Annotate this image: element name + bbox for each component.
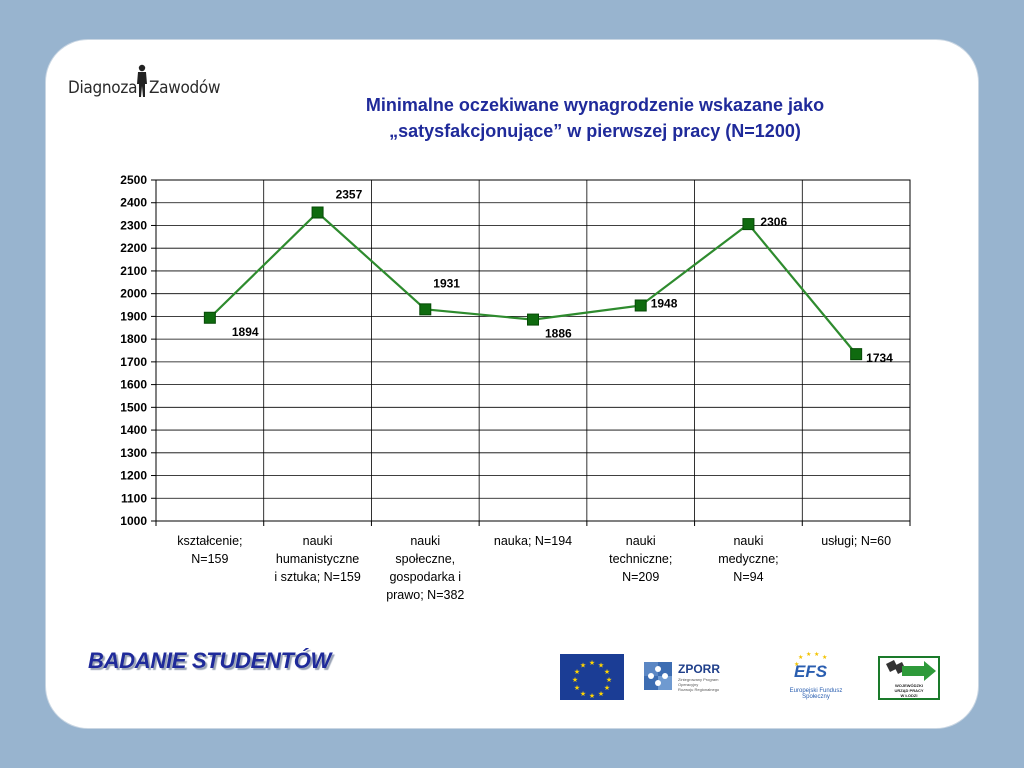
data-point-marker	[634, 299, 647, 312]
svg-text:★: ★	[589, 692, 595, 700]
arrow-icon	[886, 660, 936, 681]
zporr-sub-line-1: Zintegrowany Program	[678, 677, 719, 682]
chart-title-line-2: „satysfakcjonujące” w pierwszej pracy (N…	[389, 121, 801, 141]
chart-title-line-1: Minimalne oczekiwane wynagrodzenie wskaz…	[365, 95, 825, 115]
svg-text:★: ★	[589, 659, 595, 667]
data-point-marker	[850, 348, 863, 361]
y-tick-label: 1700	[120, 355, 147, 369]
chart-title: Minimalne oczekiwane wynagrodzenie wskaz…	[250, 92, 940, 144]
y-tick-label: 2400	[120, 196, 147, 210]
efs-logo: ★ ★ ★ ★ ★ EFS Europejski Fundusz Społeczny	[776, 650, 856, 702]
data-point-marker	[527, 313, 539, 326]
svg-text:★: ★	[598, 690, 604, 698]
eu-stars-icon: ★ ★ ★ ★ ★ ★ ★ ★ ★ ★ ★ ★	[572, 659, 612, 700]
x-axis-tick-labels: kształcenie; N=159 nauki humanistyczne i szt…	[177, 534, 891, 602]
y-tick-label: 2100	[120, 264, 147, 278]
wup-logo: WOJEWÓDZKI URZĄD PRACY W ŁODZI	[878, 656, 940, 700]
y-tick-label: 1900	[120, 309, 147, 323]
data-point-marker	[311, 206, 324, 219]
y-tick-label: 1000	[120, 514, 147, 528]
puzzle-icon	[644, 662, 672, 690]
x-tick-label: nauka; N=194	[494, 534, 572, 548]
x-tick-label: nauki medyczne; N=94	[718, 534, 778, 584]
wup-label-line-3: W ŁODZI	[900, 693, 918, 698]
y-tick-label: 1800	[120, 332, 147, 346]
svg-text:★: ★	[806, 651, 811, 658]
chart-data-labels: 1894 2357 1931 1886 1948 2306 1734	[232, 188, 893, 366]
y-axis-tick-labels: 1000 1100 1200 1300 1400 1500 1600 1700 1800 1900…	[120, 173, 147, 528]
efs-stars-icon: ★ ★ ★ ★★	[794, 651, 827, 668]
svg-text:★: ★	[580, 662, 586, 670]
wup-label-line-2: URZĄD PRACY	[894, 688, 924, 693]
zporr-sub-line-3: Rozwoju Regionalnego	[678, 687, 720, 692]
svg-text:★: ★	[794, 661, 799, 668]
svg-text:★: ★	[580, 690, 586, 698]
x-tick-label: nauki społeczne, gospodarka i prawo; N=382	[386, 534, 464, 602]
efs-label: EFS	[794, 662, 828, 681]
y-tick-label: 2000	[120, 287, 147, 301]
person-silhouette-icon	[137, 64, 147, 97]
svg-text:★: ★	[822, 654, 827, 661]
data-label: 1948	[651, 296, 678, 310]
svg-text:★: ★	[604, 668, 610, 676]
chart-gridlines	[151, 179, 911, 526]
svg-text:★: ★	[574, 684, 580, 692]
y-tick-label: 2200	[120, 241, 147, 255]
x-tick-label: nauki humanistyczne i sztuka; N=159	[274, 534, 361, 584]
svg-text:★: ★	[604, 684, 610, 692]
svg-text:★: ★	[598, 662, 604, 670]
svg-text:★: ★	[572, 676, 578, 684]
x-tick-label: nauki techniczne; N=209	[609, 534, 672, 584]
survey-label: BADANIE STUDENTÓW	[88, 648, 332, 673]
zporr-label: ZPORR	[678, 662, 720, 676]
y-tick-label: 1600	[120, 378, 147, 392]
svg-text:★: ★	[574, 668, 580, 676]
data-point-marker	[742, 218, 755, 231]
y-tick-label: 2300	[120, 218, 147, 232]
y-tick-label: 1100	[121, 491, 147, 505]
y-tick-label: 2500	[120, 173, 147, 187]
data-label: 1894	[232, 325, 259, 339]
data-label: 1931	[433, 276, 460, 290]
brand-name-left: Diagnoza	[68, 78, 138, 98]
data-point-marker	[203, 311, 216, 324]
brand-name-right: Zawodów	[149, 78, 221, 98]
svg-text:★: ★	[798, 654, 803, 661]
wup-label-line-1: WOJEWÓDZKI	[895, 683, 923, 688]
data-label: 1886	[545, 327, 572, 341]
diagnoza-zawodow-logo: Diagnoza Zawodów	[66, 64, 226, 114]
efs-caption: Europejski Fundusz Społeczny	[789, 688, 843, 700]
y-tick-label: 1300	[120, 446, 147, 460]
y-tick-label: 1500	[120, 400, 147, 414]
data-label: 2306	[760, 215, 787, 229]
svg-text:★: ★	[814, 651, 819, 658]
y-tick-label: 1200	[120, 469, 147, 483]
data-label: 1734	[866, 351, 893, 365]
zporr-logo: ZPORR Zintegrowany Program Operacyjny Ro…	[644, 658, 740, 700]
plot-area	[155, 179, 911, 522]
svg-text:★: ★	[606, 676, 612, 684]
data-point-marker	[419, 303, 432, 316]
data-label: 2357	[336, 188, 363, 202]
eu-flag-logo: ★ ★ ★ ★ ★ ★ ★ ★ ★ ★ ★ ★	[560, 654, 624, 700]
chart-series	[203, 206, 863, 361]
x-tick-label: kształcenie; N=159	[177, 534, 242, 566]
zporr-sub-line-2: Operacyjny	[678, 682, 699, 687]
x-tick-label: usługi; N=60	[821, 534, 891, 548]
y-tick-label: 1400	[120, 423, 147, 437]
